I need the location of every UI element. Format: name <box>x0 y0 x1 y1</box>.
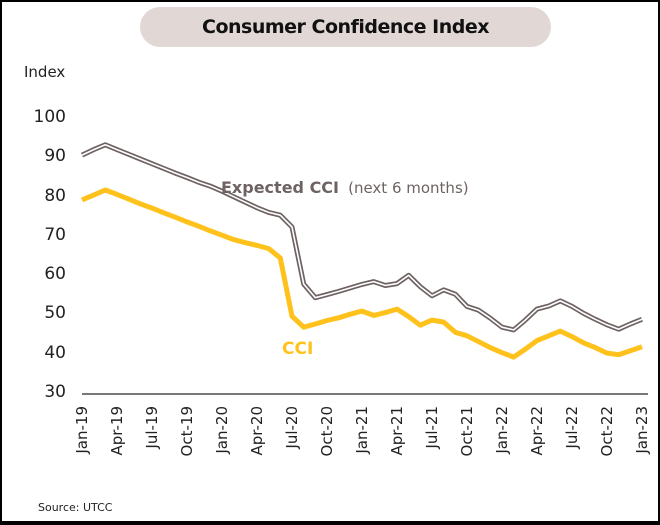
x-tick-label: Apr-19 <box>108 406 126 456</box>
x-tick-label: Apr-21 <box>388 406 406 456</box>
legend-expected-cci-note: (next 6 months) <box>348 179 469 197</box>
x-tick-label: Jul-22 <box>563 406 581 450</box>
x-tick-label: Oct-20 <box>318 406 336 456</box>
x-tick-label: Jul-20 <box>283 406 301 450</box>
x-tick-label: Jul-19 <box>143 406 161 450</box>
x-tick-label: Jan-21 <box>353 406 371 455</box>
y-tick-label: 100 <box>33 106 66 127</box>
x-tick-label: Apr-22 <box>528 406 546 456</box>
y-tick-label: 40 <box>44 342 66 363</box>
y-tick-label: 30 <box>44 382 66 402</box>
legend-expected-cci-bold: Expected CCI <box>221 178 339 197</box>
y-tick-label: 70 <box>44 224 66 245</box>
y-tick-label: 60 <box>44 264 66 285</box>
source-note: Source: UTCC <box>38 501 113 514</box>
x-tick-label: Jan-22 <box>493 406 511 455</box>
x-tick-label: Jan-20 <box>213 406 231 455</box>
x-tick-label: Jan-23 <box>633 406 651 455</box>
series-lines <box>80 142 643 360</box>
series-line-expected-cci-inner <box>81 144 643 331</box>
x-tick-label: Jul-21 <box>423 406 441 450</box>
y-tick-label: 50 <box>44 303 66 324</box>
y-tick-label: 80 <box>44 185 66 206</box>
chart-title: Consumer Confidence Index <box>140 7 551 47</box>
x-tick-label: Jan-19 <box>73 406 91 455</box>
x-tick-label: Oct-21 <box>458 406 476 456</box>
legend-expected-cci: Expected CCI (next 6 months) <box>221 178 469 197</box>
y-axis-label: Index <box>24 63 66 81</box>
x-tick-label: Apr-20 <box>248 406 266 456</box>
legend-cci: CCI <box>282 339 313 359</box>
series-line-cci <box>81 187 643 360</box>
x-tick-label: Oct-22 <box>598 406 616 456</box>
y-tick-label: 90 <box>44 146 66 167</box>
x-axis-ticks: Jan-19 Apr-19 Jul-19 Oct-19 Jan-20 Apr-20 Jul-… <box>73 406 651 456</box>
x-tick-label: Oct-19 <box>178 406 196 456</box>
